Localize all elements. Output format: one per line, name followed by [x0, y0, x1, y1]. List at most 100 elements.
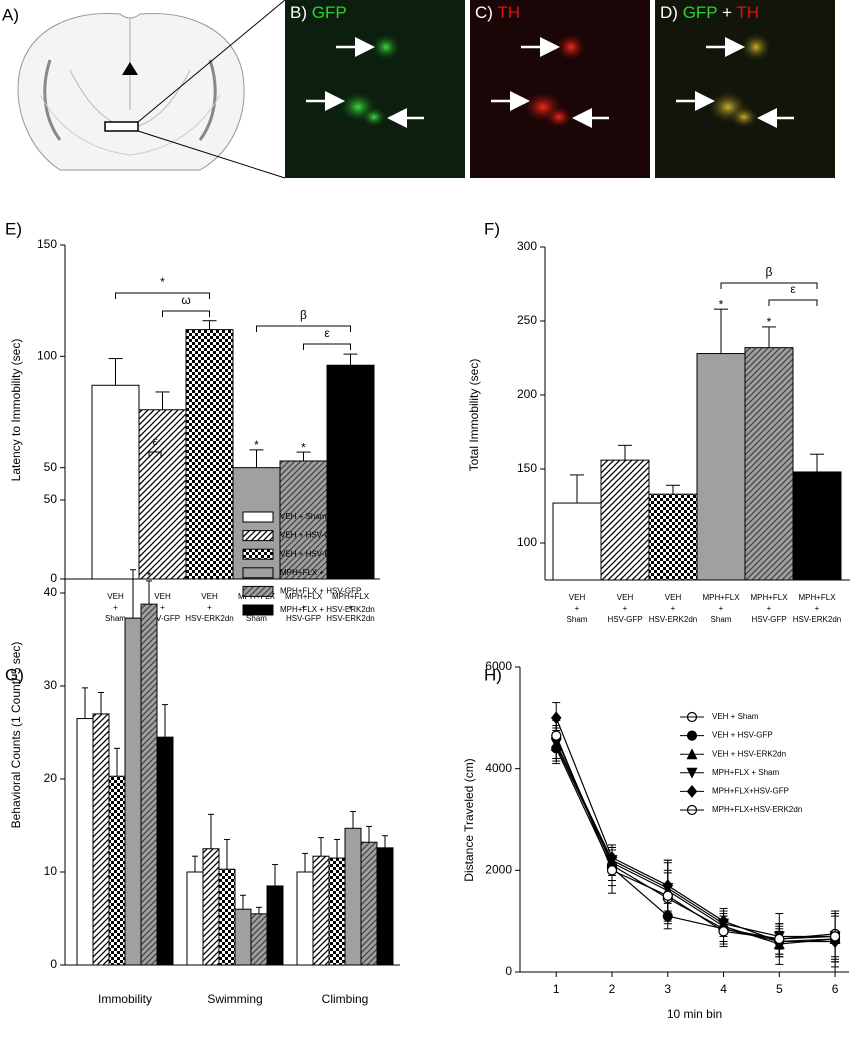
- x-tick-label: +: [575, 604, 580, 613]
- x-tick-label: +: [160, 603, 165, 612]
- x-tick-label: 4: [720, 982, 727, 996]
- stain-label: GFP: [312, 3, 347, 22]
- x-tick-label: HSV-GFP: [145, 614, 180, 623]
- x-tick-label: +: [623, 604, 628, 613]
- x-tick-label: Sham: [711, 615, 732, 624]
- significance-label: *: [767, 315, 772, 329]
- significance-label: β: [300, 308, 307, 322]
- bar: [232, 467, 281, 580]
- y-tick-label: 150: [517, 461, 537, 475]
- micrograph-th: C) TH: [470, 0, 650, 178]
- legend-label: VEH + HSV-ERK2dn: [712, 749, 786, 758]
- line: [555, 717, 836, 943]
- bar: [202, 848, 220, 966]
- x-tick-label: Swimming: [207, 992, 262, 1006]
- x-tick-label: Sham: [246, 614, 267, 623]
- x-tick-label: +: [719, 604, 724, 613]
- x-tick-label: VEH: [617, 593, 634, 602]
- bar: [360, 841, 378, 966]
- y-tick-label: 10: [44, 864, 58, 878]
- y-tick-label: 20: [44, 771, 58, 785]
- panel-label: E): [5, 219, 22, 238]
- y-tick-label: 50: [44, 460, 58, 474]
- x-tick-label: VEH: [569, 593, 586, 602]
- legend-swatch: [242, 548, 274, 560]
- legend-label: MPH+FLX + Sham: [712, 768, 779, 777]
- legend-swatch: [242, 530, 274, 542]
- x-tick-label: +: [767, 604, 772, 613]
- x-tick-label: HSV-ERK2dn: [793, 615, 841, 624]
- point: [662, 890, 673, 901]
- significance-label: ε: [152, 434, 158, 448]
- panel-title: D) GFP + TH: [660, 3, 759, 22]
- panel-label: F): [484, 219, 500, 238]
- significance-bracket: [256, 325, 351, 332]
- line: [555, 745, 836, 945]
- point: [718, 926, 729, 937]
- x-tick-label: VEH: [201, 592, 218, 601]
- panel-title: C) TH: [475, 3, 520, 22]
- x-tick-label: +: [113, 603, 118, 612]
- x-tick-label: MPH+FLX: [750, 593, 788, 602]
- bar: [234, 908, 252, 966]
- x-tick-label: HSV-ERK2dn: [326, 614, 374, 623]
- bar: [91, 384, 140, 580]
- bar: [138, 409, 187, 580]
- stain-label: TH: [497, 3, 520, 22]
- y-tick-label: 250: [517, 313, 537, 327]
- bar: [376, 847, 394, 966]
- x-tick-label: +: [301, 603, 306, 612]
- bar: [296, 871, 314, 966]
- y-tick-label: 300: [517, 239, 537, 253]
- y-tick-label: 2000: [485, 863, 512, 877]
- significance-label: *: [147, 569, 152, 583]
- legend-swatch: [242, 567, 274, 579]
- x-tick-label: VEH: [154, 592, 171, 601]
- x-tick-label: HSV-ERK2dn: [185, 614, 233, 623]
- significance-bracket: [162, 310, 210, 317]
- bar: [326, 364, 375, 580]
- stain-label: +: [722, 3, 732, 22]
- x-tick-label: 5: [776, 982, 783, 996]
- bar: [744, 347, 794, 581]
- x-tick-label: Immobility: [98, 992, 152, 1006]
- bar: [76, 718, 94, 966]
- legend-swatch: [242, 604, 274, 616]
- x-tick-label: MPH+FLX: [702, 593, 740, 602]
- legend-label: MPH+FLX + HSV-ERK2dn: [280, 605, 375, 614]
- y-tick-label: 6000: [485, 659, 512, 673]
- x-tick-label: +: [671, 604, 676, 613]
- point: [551, 730, 562, 741]
- x-tick-label: 1: [553, 982, 560, 996]
- y-tick-label: 50: [44, 492, 58, 506]
- legend-label: MPH+FLX + Sham: [280, 568, 347, 577]
- y-tick-label: 0: [505, 964, 512, 978]
- significance-label: ε: [790, 282, 796, 296]
- bar: [92, 713, 110, 966]
- bar: [552, 502, 602, 581]
- x-tick-label: Climbing: [322, 992, 369, 1006]
- point: [606, 865, 618, 876]
- y-tick-label: 0: [50, 957, 57, 971]
- significance-label: *: [719, 297, 724, 311]
- significance-label: *: [160, 275, 165, 289]
- legend-label: VEH + Sham: [280, 512, 327, 521]
- y-tick-label: 150: [37, 237, 57, 251]
- point: [774, 933, 785, 945]
- y-tick-label: 200: [517, 387, 537, 401]
- micrograph-gfp: B) GFP: [285, 0, 465, 178]
- significance-bracket: [303, 343, 351, 350]
- panel-label: H): [484, 665, 502, 684]
- y-axis-label: Total Immobility (sec): [467, 359, 481, 472]
- bar: [696, 353, 746, 581]
- bar: [648, 493, 698, 581]
- panel-label: G): [5, 665, 24, 684]
- point: [829, 931, 841, 942]
- legend-label: VEH + Sham: [712, 712, 759, 721]
- significance-bracket: [768, 299, 818, 306]
- x-tick-label: HSV-GFP: [607, 615, 642, 624]
- bar: [344, 827, 362, 966]
- x-tick-label: MPH+FLX: [285, 592, 323, 601]
